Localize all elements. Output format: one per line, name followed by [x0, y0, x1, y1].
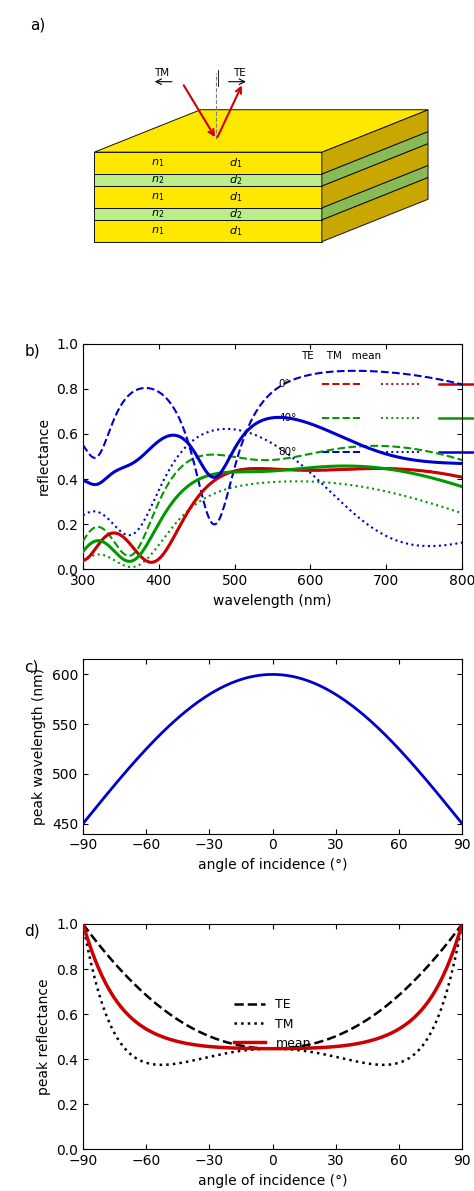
TM: [452, 955, 457, 969]
Text: b): b): [24, 344, 40, 358]
mean: [269, 1042, 274, 1056]
TE: [459, 917, 465, 931]
Polygon shape: [322, 177, 428, 242]
Polygon shape: [94, 208, 322, 220]
Text: $n_1$: $n_1$: [151, 191, 164, 202]
Text: TM: TM: [154, 68, 169, 77]
TM: [176, 1056, 182, 1071]
Polygon shape: [94, 174, 322, 186]
Text: $n_1$: $n_1$: [151, 157, 164, 169]
Text: $d_1$: $d_1$: [229, 156, 242, 170]
TE: [267, 1041, 273, 1055]
mean: [310, 1041, 316, 1055]
Line: mean: mean: [83, 924, 462, 1049]
Text: 0°: 0°: [278, 380, 290, 389]
mean: [280, 1041, 286, 1055]
TM: [267, 1042, 273, 1056]
Y-axis label: peak wavelength (nm): peak wavelength (nm): [32, 668, 46, 825]
TM: [395, 1056, 401, 1071]
Line: TE: TE: [83, 924, 462, 1049]
Polygon shape: [322, 131, 428, 186]
X-axis label: angle of incidence (°): angle of incidence (°): [198, 858, 347, 872]
Polygon shape: [322, 166, 428, 220]
Legend: TE, TM, mean: TE, TM, mean: [229, 993, 316, 1055]
Polygon shape: [94, 186, 322, 208]
Y-axis label: peak reflectance: peak reflectance: [36, 978, 51, 1095]
X-axis label: angle of incidence (°): angle of incidence (°): [198, 1174, 347, 1187]
mean: [452, 941, 457, 955]
Text: 40°: 40°: [278, 413, 297, 423]
Line: TM: TM: [83, 924, 462, 1065]
Polygon shape: [94, 110, 428, 152]
Text: TE: TE: [233, 68, 246, 77]
TE: [80, 917, 86, 931]
Polygon shape: [94, 152, 322, 174]
TM: [278, 1042, 284, 1056]
TE: [310, 1036, 316, 1050]
Y-axis label: reflectance: reflectance: [36, 418, 51, 495]
Polygon shape: [322, 110, 428, 174]
TM: [308, 1045, 314, 1059]
mean: [459, 917, 465, 931]
mean: [395, 1023, 401, 1037]
Text: c): c): [24, 660, 38, 674]
Text: 80°: 80°: [278, 447, 297, 457]
TM: [380, 1058, 386, 1072]
TE: [280, 1041, 286, 1055]
Text: $d_1$: $d_1$: [229, 191, 242, 204]
TE: [452, 927, 457, 941]
TM: [80, 917, 86, 931]
X-axis label: wavelength (nm): wavelength (nm): [213, 593, 332, 607]
TE: [395, 989, 401, 1003]
mean: [80, 917, 86, 931]
Text: $n_2$: $n_2$: [151, 174, 164, 186]
Polygon shape: [94, 220, 322, 242]
TE: [176, 1014, 182, 1028]
Text: $d_1$: $d_1$: [229, 224, 242, 238]
Text: $n_2$: $n_2$: [151, 208, 164, 219]
Text: a): a): [30, 18, 45, 33]
Text: $n_1$: $n_1$: [151, 225, 164, 237]
TE: [269, 1042, 274, 1056]
Polygon shape: [322, 144, 428, 208]
Text: d): d): [24, 924, 40, 939]
Text: $d_2$: $d_2$: [229, 207, 242, 220]
mean: [176, 1035, 182, 1049]
TM: [459, 917, 465, 931]
mean: [267, 1042, 273, 1056]
Text: $d_2$: $d_2$: [229, 173, 242, 187]
Text: TE    TM   mean: TE TM mean: [301, 350, 381, 361]
